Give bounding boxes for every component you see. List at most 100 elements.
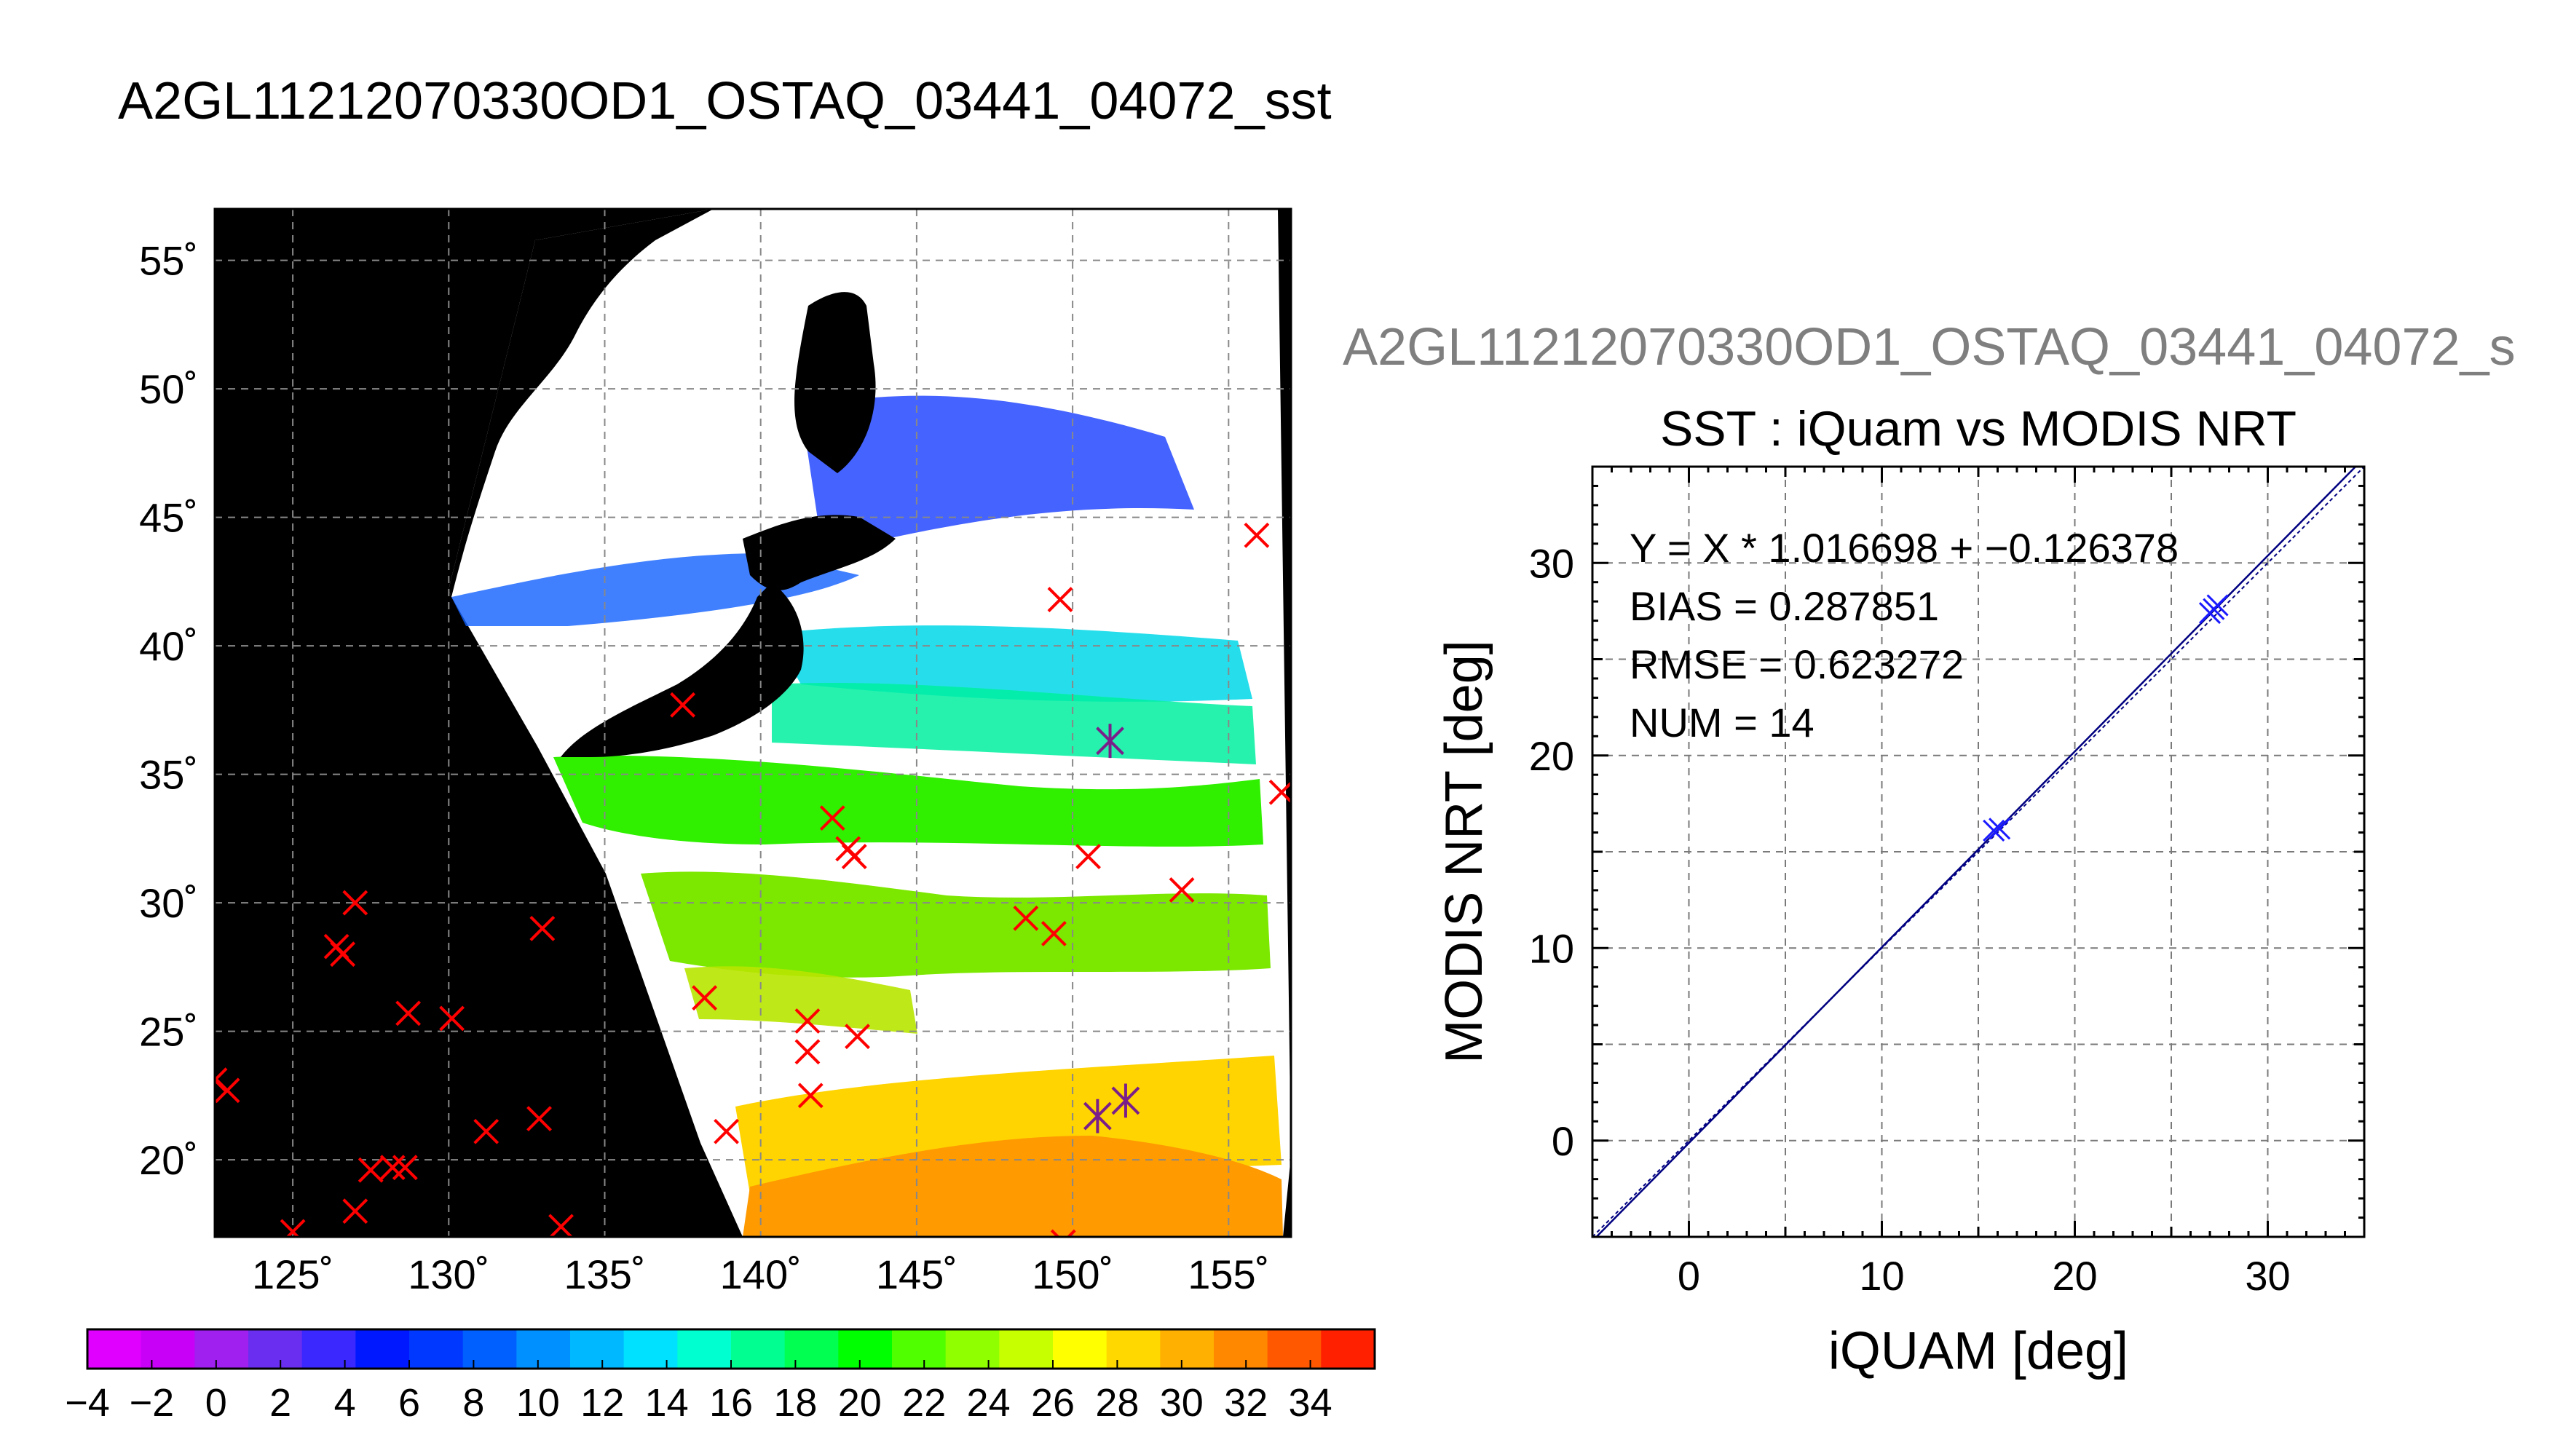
map-lat-tick-label: 25˚ [139, 1009, 198, 1055]
red-x-marker [215, 1067, 228, 1093]
colorbar-cells [87, 1329, 1375, 1369]
sst-map: 125˚ 130˚ 135˚ 140˚ 145˚ 150˚ 155˚ 55˚ 50˚ 45˚ 40˚… [139, 207, 1292, 1297]
colorbar-cell [784, 1329, 839, 1369]
scatter-x-tick-label: 10 [1859, 1253, 1904, 1299]
red-x-marker [714, 1118, 739, 1144]
colorbar-cell [141, 1329, 195, 1369]
match-star-marker [1096, 724, 1124, 759]
red-x-marker [330, 941, 356, 968]
scatter-plot: SST : iQuam vs MODIS NRT 0 10 20 300102030 … [1435, 401, 2366, 1380]
colorbar-cell [570, 1329, 625, 1369]
scatter-y-tick-label: 20 [1529, 733, 1574, 779]
scatter-point [1989, 818, 2011, 840]
colorbar-tick-label: 0 [205, 1381, 227, 1425]
red-x-marker [797, 1083, 824, 1109]
colorbar-cell [355, 1329, 410, 1369]
bias-label: BIAS = 0.287851 [1630, 583, 1939, 629]
colorbar-cell [1214, 1329, 1268, 1369]
scatter-x-tick-label: 0 [1678, 1253, 1700, 1299]
scatter-points [1983, 594, 2229, 842]
colorbar-cell [1106, 1329, 1161, 1369]
colorbar-cell [1321, 1329, 1375, 1369]
land-honshu [561, 582, 804, 757]
red-x-marker [548, 1214, 574, 1237]
colorbar-cell [731, 1329, 786, 1369]
red-x-marker [526, 1106, 552, 1132]
red-x-marker [1075, 844, 1101, 869]
colorbar-cell [194, 1329, 249, 1369]
identity-line [1592, 467, 2364, 1237]
red-x-marker [692, 985, 718, 1011]
colorbar-cell [623, 1329, 678, 1369]
colorbar-cell [838, 1329, 893, 1369]
colorbar-tick-label: 18 [773, 1381, 817, 1425]
scatter-y-tick-label: 30 [1529, 540, 1574, 586]
map-axis-labels: 125˚ 130˚ 135˚ 140˚ 145˚ 150˚ 155˚ 55˚ 50˚ 45˚ 40˚… [139, 238, 1269, 1297]
x-axis-label: iQUAM [deg] [1828, 1322, 2128, 1380]
colorbar-cell [87, 1329, 142, 1369]
match-star-marker [1111, 1083, 1140, 1118]
land-hokkaido [743, 515, 896, 590]
map-lon-tick-label: 140˚ [720, 1251, 802, 1297]
sst-band-north [801, 395, 1194, 553]
colorbar-cell [677, 1329, 732, 1369]
colorbar-tick-label: 4 [334, 1381, 356, 1425]
fit-equation-label: Y = X * 1.016698 + −0.126378 [1630, 525, 2179, 571]
colorbar-cell [999, 1329, 1054, 1369]
sst-colorbar: −4 −2 0 2 4 6 8 10 12 14 16 18 20 22 24 26 28 30 32 34 [65, 1328, 1376, 1425]
map-lon-tick-label: 135˚ [564, 1251, 645, 1297]
colorbar-tick-label: 22 [902, 1381, 946, 1425]
scatter-grid [1592, 467, 2364, 1237]
map-lat-tick-label: 45˚ [139, 495, 198, 541]
colorbar-tick-label: 20 [838, 1381, 882, 1425]
land-sakhalin-hokkaido [794, 292, 876, 473]
scatter-point [2203, 598, 2225, 620]
red-x-marker [529, 915, 556, 941]
map-lat-tick-label: 50˚ [139, 366, 198, 412]
map-grid [215, 209, 1291, 1237]
fit-line [1595, 467, 2357, 1237]
map-lat-tick-label: 40˚ [139, 623, 198, 669]
colorbar-tick-label: 10 [516, 1381, 560, 1425]
sst-band-green-south [641, 871, 1271, 978]
red-x-marker [794, 1008, 821, 1034]
colorbar-tick-label: 2 [269, 1381, 291, 1425]
map-lat-tick-label: 35˚ [139, 752, 198, 798]
colorbar-tick-label: −4 [65, 1381, 110, 1425]
map-lat-tick-label: 30˚ [139, 880, 198, 926]
red-x-marker [379, 1155, 406, 1181]
red-x-marker [670, 692, 696, 718]
red-x-marker [819, 805, 845, 831]
colorbar-cell [945, 1329, 1000, 1369]
colorbar-cell [1053, 1329, 1107, 1369]
red-x-marker [1047, 587, 1073, 612]
colorbar-tick-label: 6 [398, 1381, 420, 1425]
map-lon-tick-label: 130˚ [408, 1251, 489, 1297]
colorbar-tick-label: 16 [709, 1381, 753, 1425]
colorbar-cell [248, 1329, 303, 1369]
colorbar-tick-label: 34 [1289, 1381, 1332, 1425]
colorbar-tick-label: 14 [645, 1381, 689, 1425]
page-title: A2GL11212070330OD1_OSTAQ_03441_04072_sst [118, 72, 1332, 130]
map-lon-tick-label: 150˚ [1032, 1251, 1113, 1297]
red-x-marker [845, 1024, 870, 1050]
scatter-ticks [1591, 465, 2366, 1238]
colorbar-cell [462, 1329, 517, 1369]
red-x-marker [215, 1077, 240, 1104]
sst-band-yellow-green [684, 966, 917, 1034]
scatter-tick-labels: 0 10 20 30 0 10 20 30 [1529, 540, 2291, 1299]
sst-band-green [553, 756, 1263, 847]
red-x-marker [395, 1000, 422, 1026]
red-x-marker [794, 1039, 821, 1065]
rmse-label: RMSE = 0.623272 [1630, 641, 1964, 687]
colorbar-cell [301, 1329, 356, 1369]
sst-band-teal [772, 682, 1256, 764]
red-x-marker [1169, 877, 1195, 903]
y-axis-label: MODIS NRT [deg] [1435, 640, 1493, 1064]
num-label: NUM = 14 [1630, 700, 1814, 745]
sst-band-cyan [772, 625, 1252, 702]
colorbar-cell [1160, 1329, 1215, 1369]
colorbar-cell [1267, 1329, 1322, 1369]
red-x-marker [358, 1157, 384, 1183]
red-x-marker [841, 844, 867, 869]
